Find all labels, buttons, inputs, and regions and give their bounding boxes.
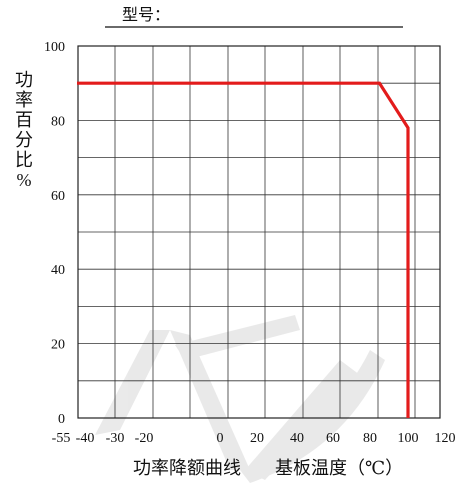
x-tick-label: -30 — [106, 431, 125, 446]
y-tick-label: 60 — [51, 189, 65, 204]
plot-frame — [77, 45, 441, 419]
y-tick-label: 80 — [51, 114, 65, 129]
x-tick-labels: -55 -40 -30 -20 0 20 40 60 80 100 120 — [52, 431, 456, 446]
y-axis-label-char: 功 — [15, 70, 33, 90]
y-axis-label-char: 分 — [15, 130, 33, 150]
x-tick-label: 120 — [435, 431, 456, 446]
y-tick-labels: 0 20 40 60 80 100 — [44, 40, 65, 427]
series-line — [77, 81, 410, 418]
x-tick-label: 80 — [363, 431, 377, 446]
y-axis-label-char: 百 — [15, 110, 33, 130]
y-axis-label-char: % — [17, 170, 32, 190]
x-tick-label: 20 — [250, 431, 264, 446]
y-axis-label-char: 比 — [15, 150, 33, 170]
x-tick-label: 0 — [217, 431, 224, 446]
x-tick-label: -20 — [135, 431, 154, 446]
x-tick-label: -55 — [52, 431, 71, 446]
series-layer — [77, 81, 410, 418]
model-label: 型号： — [122, 6, 170, 24]
watermark-logo — [95, 315, 385, 483]
y-tick-label: 100 — [44, 40, 65, 55]
x-tick-label: 40 — [290, 431, 304, 446]
y-tick-label: 40 — [51, 263, 65, 278]
y-axis-label-char: 率 — [15, 90, 33, 110]
y-tick-label: 20 — [51, 338, 65, 353]
x-tick-label: 100 — [398, 431, 419, 446]
y-tick-label: 0 — [58, 412, 65, 427]
x-axis-label: 基板温度（℃） — [275, 458, 403, 478]
x-tick-label: 60 — [326, 431, 340, 446]
x-tick-label: -40 — [76, 431, 95, 446]
chart-title: 功率降额曲线 — [133, 458, 241, 478]
grid — [77, 45, 441, 419]
